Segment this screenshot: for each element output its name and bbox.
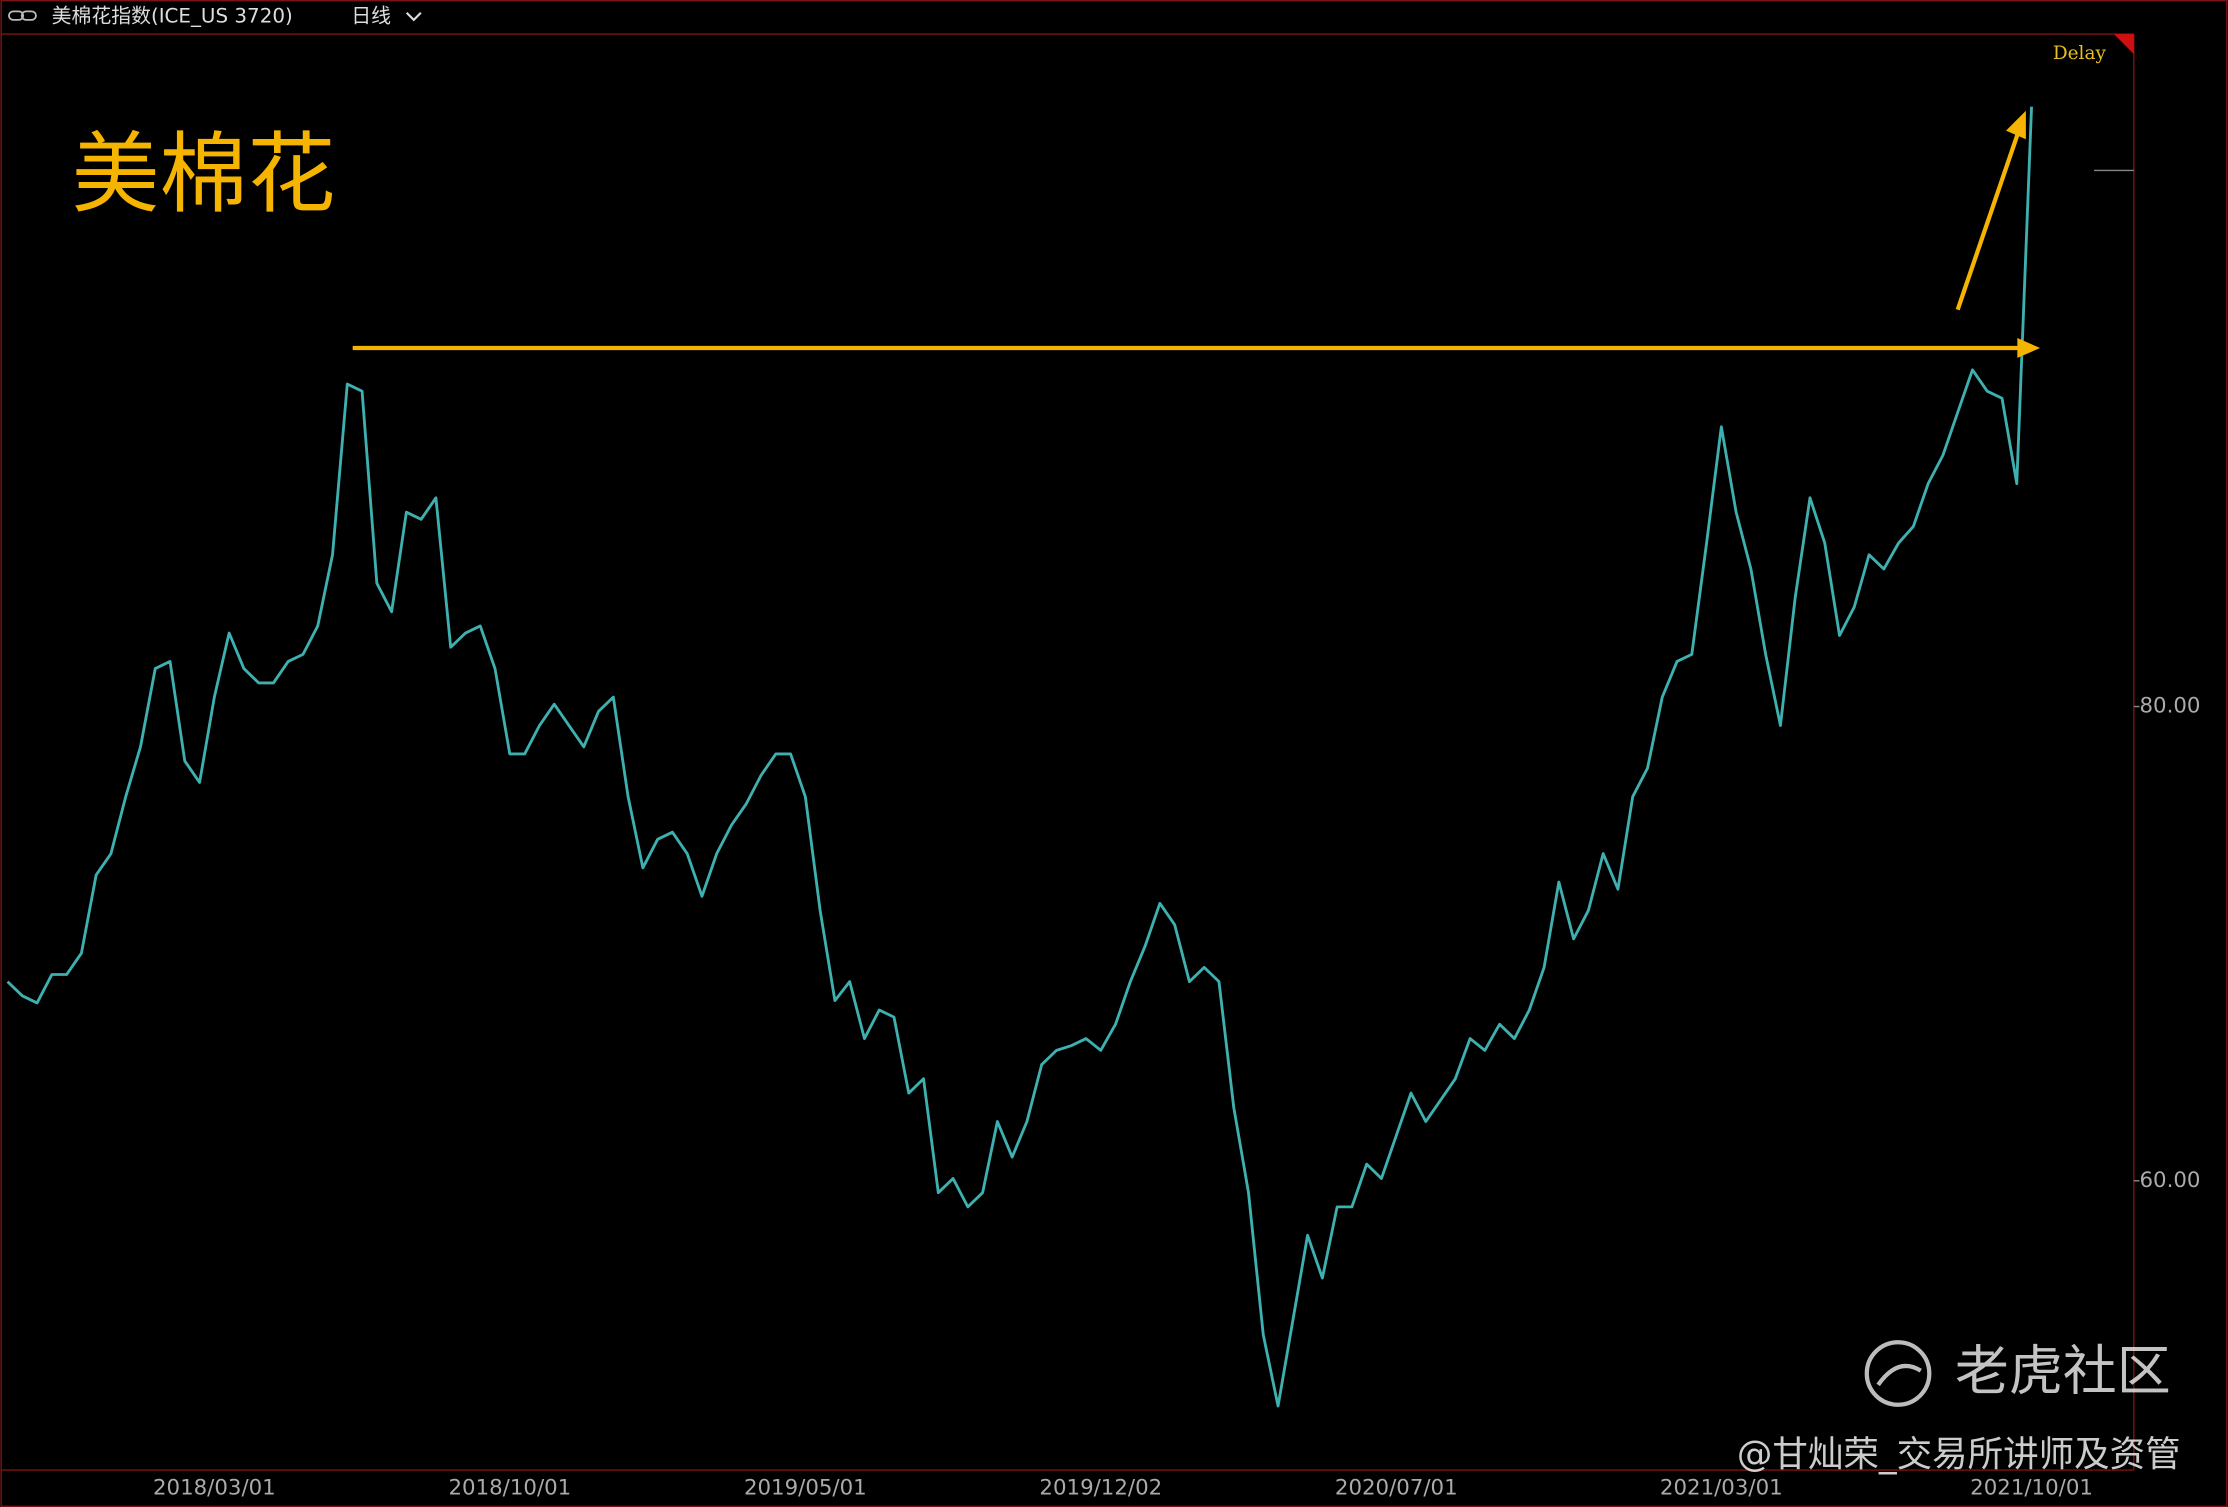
annotation-arrows	[352, 110, 2041, 358]
x-tick-label: 2019/12/02	[1039, 1476, 1162, 1501]
x-tick-label: 2020/07/01	[1335, 1476, 1458, 1501]
x-tick-label: 2018/03/01	[153, 1476, 276, 1501]
price-line	[6, 106, 2033, 1408]
watermark-brand: 老虎社区	[1955, 1340, 2171, 1403]
header-title: 美棉花指数(ICE_US 3720)	[52, 5, 293, 28]
watermark-author: @甘灿荣_交易所讲师及资管	[1737, 1434, 2181, 1475]
dropdown-caret[interactable]	[405, 12, 422, 22]
annotation: 美棉花	[71, 122, 335, 225]
x-tick-label: 2021/10/01	[1970, 1476, 2093, 1501]
period-selector[interactable]: 日线	[351, 5, 391, 28]
link-icon[interactable]	[8, 10, 37, 21]
x-tick-label: 2018/10/01	[448, 1476, 571, 1501]
x-tick-label: 2019/05/01	[744, 1476, 867, 1501]
plot: 60.00 80.00 2018/03/01 2018/10/01 2019/05/01…	[6, 106, 2200, 1501]
delay-label: Delay	[2053, 43, 2107, 64]
watermark: 老虎社区 @甘灿荣_交易所讲师及资管	[1737, 1340, 2181, 1475]
y-tick-label: 60.00	[2139, 1168, 2200, 1193]
x-tick-label: 2021/03/01	[1660, 1476, 1783, 1501]
y-tick-label: 80.00	[2139, 694, 2200, 719]
